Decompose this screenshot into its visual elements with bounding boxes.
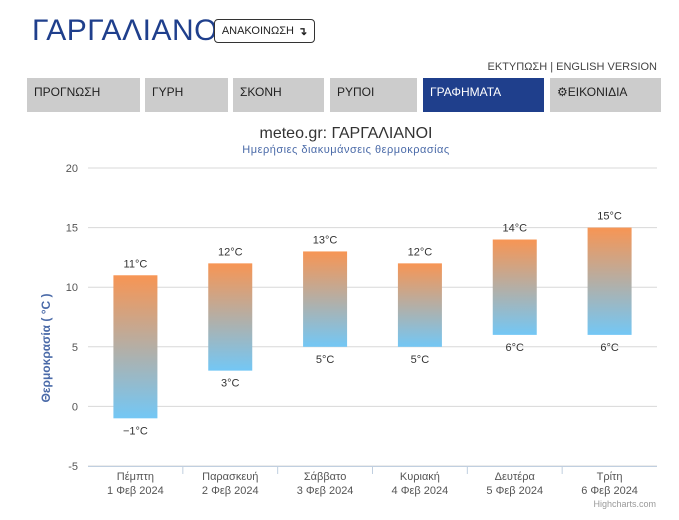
chart-subtitle: Ημερήσιες διακυμάνσεις θερμοκρασίας bbox=[242, 144, 449, 156]
tab-icons[interactable]: ⚙ΕΙΚΟΝΙΔΙΑ bbox=[550, 78, 661, 112]
x-date-label: 1 Φεβ 2024 bbox=[107, 485, 164, 497]
tab-forecast[interactable]: ΠΡΟΓΝΩΣΗ bbox=[27, 78, 140, 112]
gear-icon: ⚙ bbox=[557, 85, 568, 99]
y-axis-title: Θερμοκρασία ( °C ) bbox=[39, 294, 53, 403]
tab-charts[interactable]: ΓΡΑΦΗΜΑΤΑ bbox=[423, 78, 544, 112]
x-day-label: Πέμπτη bbox=[117, 471, 154, 483]
highcharts-credits[interactable]: Highcharts.com bbox=[593, 499, 656, 509]
tab-label: ΕΙΚΟΝΙΔΙΑ bbox=[567, 85, 628, 99]
tab-label: ΣΚΟΝΗ bbox=[240, 85, 282, 99]
tab-label: ΓΥΡΗ bbox=[152, 85, 184, 99]
tab-label: ΠΡΟΓΝΩΣΗ bbox=[34, 85, 101, 99]
x-day-label: Δευτέρα bbox=[495, 471, 536, 483]
y-tick-labels: -5 0 5 10 15 20 bbox=[66, 163, 78, 473]
y-tick-label: 5 bbox=[72, 342, 78, 354]
high-temp-label: 15°C bbox=[597, 211, 622, 223]
page-title: ΓΑΡΓΑΛΙΑΝΟΙ bbox=[32, 14, 227, 47]
temperature-bar[interactable] bbox=[587, 227, 632, 335]
link-separator: | bbox=[550, 61, 554, 73]
temperature-bar[interactable] bbox=[397, 263, 442, 347]
tab-label: ΡΥΠΟΙ bbox=[337, 85, 375, 99]
high-temp-label: 11°C bbox=[124, 258, 148, 270]
data-labels: 11°C −1°C 12°C 3°C 13°C 5°C 12°C 5°C 14°C 6°C 15°C… bbox=[123, 211, 622, 438]
x-date-label: 2 Φεβ 2024 bbox=[202, 485, 259, 497]
tab-dust[interactable]: ΣΚΟΝΗ bbox=[233, 78, 324, 112]
high-temp-label: 12°C bbox=[408, 246, 433, 258]
temperature-bar[interactable] bbox=[303, 251, 348, 347]
low-temp-label: −1°C bbox=[123, 425, 148, 437]
arrow-down-icon: ↴ bbox=[297, 25, 308, 38]
x-axis: Πέμπτη 1 Φεβ 2024 Παρασκευή 2 Φεβ 2024 Σάββα… bbox=[88, 466, 657, 497]
chart-title: meteo.gr: ΓΑΡΓΑΛΙΑΝΟΙ bbox=[260, 125, 433, 142]
y-tick-label: 20 bbox=[66, 163, 78, 175]
tab-label: ΓΡΑΦΗΜΑΤΑ bbox=[430, 85, 502, 99]
low-temp-label: 6°C bbox=[506, 342, 525, 354]
x-day-label: Σάββατο bbox=[304, 471, 346, 483]
english-version-link[interactable]: ENGLISH VERSION bbox=[556, 61, 657, 73]
low-temp-label: 3°C bbox=[221, 378, 240, 390]
x-date-label: 4 Φεβ 2024 bbox=[392, 485, 449, 497]
y-tick-label: 10 bbox=[66, 282, 78, 294]
y-tick-label: 0 bbox=[72, 401, 78, 413]
announcement-button[interactable]: ΑΝΑΚΟΙΝΩΣΗ ↴ bbox=[214, 19, 315, 43]
print-link[interactable]: ΕΚΤΥΠΩΣΗ bbox=[487, 61, 548, 73]
top-links: ΕΚΤΥΠΩΣΗ | ENGLISH VERSION bbox=[488, 61, 657, 73]
y-tick-label: 15 bbox=[66, 223, 78, 235]
low-temp-label: 5°C bbox=[411, 354, 430, 366]
grid-lines bbox=[88, 167, 657, 467]
temperature-chart: meteo.gr: ΓΑΡΓΑΛΙΑΝΟΙ Ημερήσιες διακυμάν… bbox=[0, 118, 679, 520]
x-date-label: 5 Φεβ 2024 bbox=[486, 485, 543, 497]
temperature-bar[interactable] bbox=[208, 263, 253, 371]
high-temp-label: 12°C bbox=[218, 246, 243, 258]
tab-pollen[interactable]: ΓΥΡΗ bbox=[145, 78, 228, 112]
x-date-label: 6 Φεβ 2024 bbox=[581, 485, 638, 497]
bars bbox=[113, 227, 632, 419]
tab-pollutants[interactable]: ΡΥΠΟΙ bbox=[330, 78, 417, 112]
x-day-label: Παρασκευή bbox=[202, 471, 258, 483]
chart-svg: meteo.gr: ΓΑΡΓΑΛΙΑΝΟΙ Ημερήσιες διακυμάν… bbox=[39, 125, 657, 509]
low-temp-label: 6°C bbox=[600, 342, 619, 354]
high-temp-label: 13°C bbox=[313, 234, 338, 246]
x-day-label: Κυριακή bbox=[400, 471, 440, 483]
announcement-label: ΑΝΑΚΟΙΝΩΣΗ bbox=[221, 25, 294, 37]
x-date-label: 3 Φεβ 2024 bbox=[297, 485, 354, 497]
temperature-bar[interactable] bbox=[492, 239, 537, 335]
temperature-bar[interactable] bbox=[113, 275, 158, 419]
high-temp-label: 14°C bbox=[502, 223, 527, 235]
x-day-label: Τρίτη bbox=[597, 471, 623, 483]
y-tick-label: -5 bbox=[68, 461, 78, 473]
low-temp-label: 5°C bbox=[316, 354, 335, 366]
